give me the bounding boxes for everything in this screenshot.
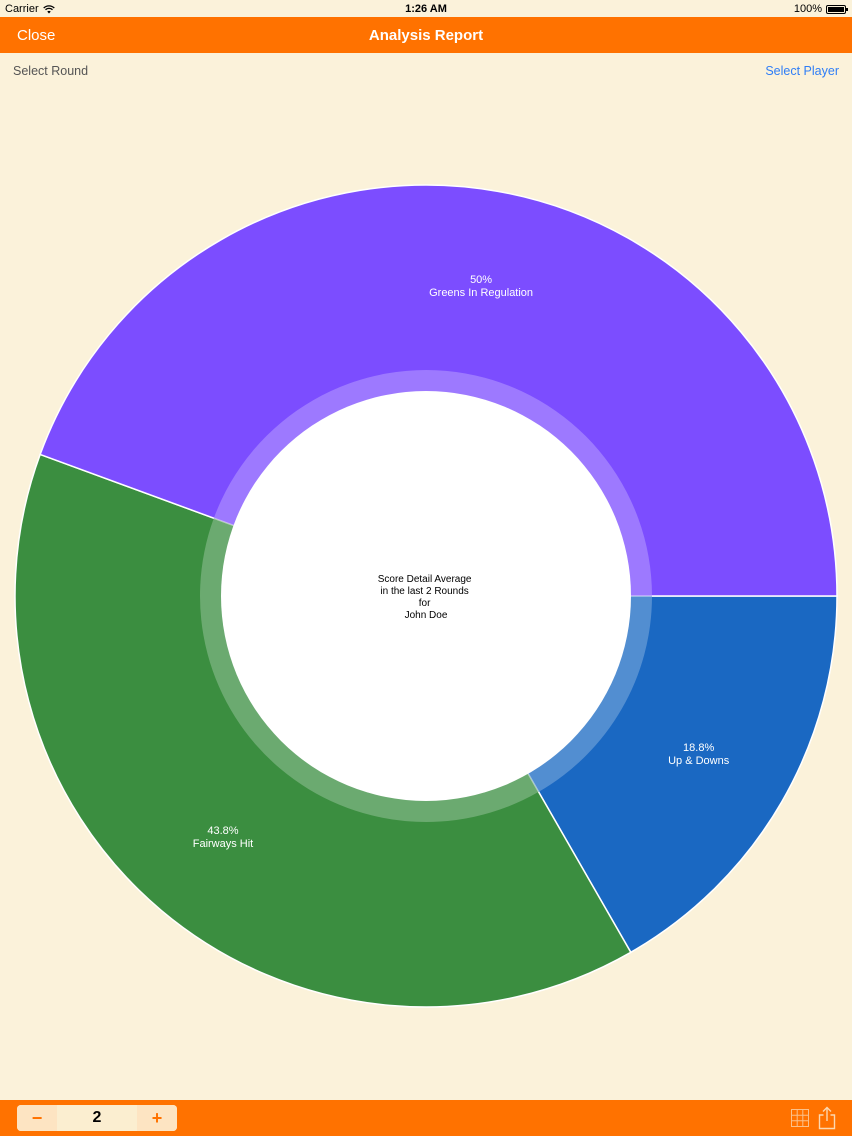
page-title: Analysis Report <box>368 27 484 44</box>
slice-name-greens-in-regulation: Greens In Regulation <box>429 287 533 299</box>
slice-name-fairways-hit: Fairways Hit <box>193 838 254 850</box>
battery-percent: 100% <box>793 3 822 15</box>
battery-icon <box>826 4 848 14</box>
rounds-count: 2 <box>92 1109 102 1126</box>
slice-label-up-downs: 18.8% Up & Downs <box>668 742 730 767</box>
status-bar: Carrier 1:26 AM 100% <box>0 0 852 17</box>
wifi-icon <box>42 4 55 13</box>
chart-slice-labels: 18.8% Up & Downs 43.8% Fairways Hit 50% Green… <box>193 274 730 850</box>
decrement-button[interactable]: − <box>17 1105 57 1131</box>
carrier-label: Carrier <box>5 3 39 15</box>
status-time: 1:26 AM <box>405 3 447 15</box>
slice-percent-up-downs: 18.8% <box>683 742 714 754</box>
carrier-indicator: Carrier <box>5 3 55 15</box>
chart-center-disc <box>221 391 631 801</box>
slice-percent-fairways-hit: 43.8% <box>207 825 238 837</box>
center-text-line-4: John Doe <box>405 610 448 621</box>
slice-name-up-downs: Up & Downs <box>668 755 730 767</box>
increment-button[interactable]: + <box>137 1105 177 1131</box>
rounds-stepper: − 2 + <box>17 1105 177 1131</box>
close-button[interactable]: Close <box>17 27 56 44</box>
grid-icon[interactable] <box>791 1109 809 1127</box>
selection-bar: Select Round Select Player <box>0 64 852 82</box>
share-icon[interactable] <box>818 1106 836 1130</box>
bottom-toolbar: − 2 + <box>0 1100 852 1136</box>
slice-percent-greens-in-regulation: 50% <box>470 274 492 286</box>
battery-indicator: 100% <box>793 3 848 15</box>
score-donut-chart: 18.8% Up & Downs 43.8% Fairways Hit 50% Green… <box>14 184 838 1008</box>
center-text-line-2: in the last 2 Rounds <box>380 586 468 597</box>
slice-label-greens-in-regulation: 50% Greens In Regulation <box>429 274 533 299</box>
select-round-button[interactable]: Select Round <box>13 64 89 78</box>
navigation-bar: Close Analysis Report <box>0 17 852 53</box>
select-player-button[interactable]: Select Player <box>765 64 839 78</box>
slice-label-fairways-hit: 43.8% Fairways Hit <box>193 825 254 850</box>
center-text-line-1: Score Detail Average <box>378 574 472 585</box>
center-text-line-3: for <box>419 598 431 609</box>
chart-center-text: Score Detail Average in the last 2 Round… <box>378 574 475 621</box>
